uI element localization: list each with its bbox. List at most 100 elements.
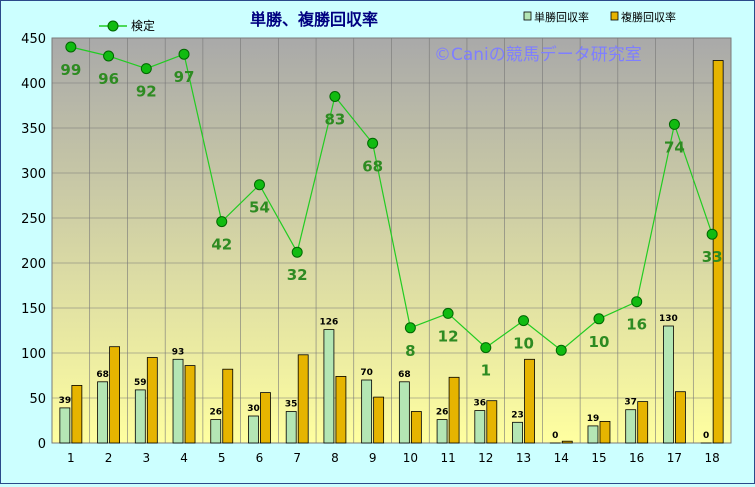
x-tick-label: 4 [180,451,188,465]
x-tick-label: 13 [516,451,531,465]
line-point-label: 32 [287,266,308,284]
line-point-label: 83 [324,111,345,129]
bar-win-label: 35 [285,400,298,410]
y-tick-label: 150 [21,302,46,317]
line-point [179,49,189,59]
x-tick-label: 10 [403,451,418,465]
bar-win [60,408,70,443]
y-tick-label: 350 [21,122,46,137]
legend-item-win: 単勝回収率 [524,10,589,24]
line-point-label: 99 [60,61,81,79]
bar-win-label: 26 [209,408,222,418]
line-point-label: 10 [589,333,610,351]
x-tick-label: 3 [142,451,150,465]
legend-place-swatch [611,12,618,20]
bar-win [437,420,447,443]
bar-win-label: 93 [172,347,185,357]
x-tick-label: 1 [67,451,75,465]
bar-place [336,376,346,443]
line-point [556,345,566,355]
bar-win-label: 68 [96,370,109,380]
bar-win-label: 37 [624,398,637,408]
line-point-label: 10 [513,335,534,353]
bar-win [399,382,409,443]
x-tick-label: 9 [369,451,377,465]
line-point [707,229,717,239]
line-point [594,314,604,324]
line-point [104,51,114,61]
line-point [519,316,529,326]
bar-win-label: 30 [247,404,260,414]
line-point [669,119,679,129]
bar-win [663,326,673,443]
x-tick-label: 15 [591,451,606,465]
bar-win-label: 36 [474,399,487,409]
line-point-label: 92 [136,83,157,101]
bar-place [638,402,648,443]
bar-win-label: 130 [659,314,678,324]
bar-win-label: 23 [511,410,524,420]
line-point-label: 96 [98,70,119,88]
bar-win [513,422,523,443]
legend-line-marker [108,21,118,31]
line-point [632,297,642,307]
line-point [141,64,151,74]
bar-win-label: 0 [703,431,709,441]
legend-place-label: 複勝回収率 [621,10,676,24]
bar-win [286,412,296,444]
bar-win [475,411,485,443]
bar-win-label: 19 [587,414,600,424]
bar-win-label: 126 [320,318,339,328]
legend-win-swatch [524,12,531,20]
x-tick-label: 5 [218,451,226,465]
line-point [368,138,378,148]
line-point [443,308,453,318]
y-tick-label: 300 [21,167,46,182]
y-tick-label: 0 [38,437,46,452]
y-tick-label: 100 [21,347,46,362]
bar-win-label: 68 [398,370,411,380]
y-tick-label: 400 [21,77,46,92]
bar-win [362,380,372,443]
line-point-label: 33 [702,248,723,266]
x-tick-label: 16 [629,451,644,465]
y-tick-label: 250 [21,212,46,227]
x-tick-label: 6 [256,451,264,465]
line-point-label: 54 [249,199,270,217]
x-tick-label: 11 [440,451,455,465]
bar-place [298,355,308,443]
y-tick-label: 200 [21,257,46,272]
x-tick-label: 7 [293,451,301,465]
x-tick-label: 18 [704,451,719,465]
bar-place [411,412,421,444]
line-point-label: 8 [405,342,415,360]
line-point-label: 12 [438,327,459,345]
bar-win [324,330,334,443]
bar-place [185,366,195,443]
legend-item-place: 複勝回収率 [611,10,676,24]
bar-win [626,410,636,443]
bar-place [525,359,535,443]
legend-win-label: 単勝回収率 [534,10,589,24]
bar-place [223,369,233,443]
chart-title: 単勝、複勝回収率 [250,10,378,29]
line-point [405,323,415,333]
bar-win-label: 39 [59,396,72,406]
bar-win [248,416,258,443]
line-point [66,42,76,52]
bar-place [72,385,82,443]
legend: 検定 単勝回収率 複勝回収率 [99,10,676,33]
line-point-label: 1 [481,362,491,380]
bar-place [562,441,572,443]
legend-item-line: 検定 [99,18,155,33]
bar-win [98,382,108,443]
x-tick-label: 14 [554,451,569,465]
line-point [292,247,302,257]
line-point-label: 16 [626,316,647,334]
bar-place [600,421,610,443]
watermark: ©Caniの競馬データ研究室 [434,44,642,65]
bar-place [110,347,120,443]
line-point [217,217,227,227]
